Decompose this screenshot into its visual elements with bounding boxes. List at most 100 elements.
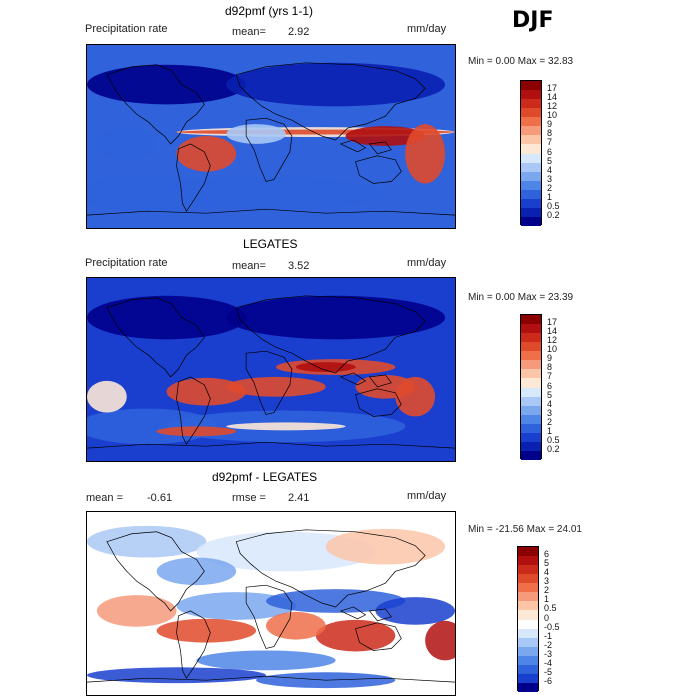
colorbar-tick-label: 6: [544, 549, 550, 560]
colorbar-tick-label: 12: [547, 335, 558, 346]
precip-map: [86, 277, 456, 462]
colorbar-tick-label: 9: [547, 119, 553, 130]
colorbar-swatch: [521, 324, 541, 334]
map-canvas: [87, 45, 455, 228]
colorbar-tick-label: -1: [544, 630, 553, 641]
colorbar-swatch: [521, 135, 541, 145]
panel-title: LEGATES: [243, 237, 298, 251]
colorbar-swatch: [521, 387, 541, 397]
mean-label: mean=: [232, 260, 266, 272]
colorbar-swatch: [521, 450, 541, 460]
variable-label: Precipitation rate: [85, 23, 168, 35]
colorbar-tick-label: 8: [547, 362, 553, 373]
colorbar-swatch: [521, 207, 541, 217]
colorbar-tick-label: 9: [547, 353, 553, 364]
colorbar-swatch: [521, 117, 541, 127]
colorbar-swatch: [518, 592, 538, 602]
colorbar-tick-label: -4: [544, 657, 553, 668]
colorbar-swatch: [521, 108, 541, 118]
minmax-label: Min = 0.00 Max = 23.39: [468, 292, 574, 303]
colorbar-swatch: [521, 99, 541, 109]
colorbar-swatch: [521, 432, 541, 442]
variable-label: Precipitation rate: [85, 257, 168, 269]
colorbar-tick-label: -6: [544, 675, 553, 686]
mean-label: mean =: [86, 492, 123, 504]
map-canvas: [87, 512, 455, 695]
colorbar-swatch: [518, 574, 538, 584]
colorbar-swatch: [521, 198, 541, 208]
colorbar-tick-label: 7: [547, 371, 553, 382]
colorbar-tick-label: 3: [547, 407, 553, 418]
colorbar-swatch: [518, 655, 538, 665]
colorbar-tick-label: 12: [547, 101, 558, 112]
season-label: DJF: [512, 8, 554, 33]
minmax-label: Min = 0.00 Max = 32.83: [468, 56, 574, 67]
colorbar-swatch: [521, 369, 541, 379]
mean-value: 2.92: [288, 26, 310, 38]
rmse-value: 2.41: [288, 492, 310, 504]
colorbar-swatch: [521, 405, 541, 415]
units-label: mm/day: [407, 490, 447, 502]
colorbar-swatch: [518, 646, 538, 656]
colorbar-tick-label: 5: [547, 155, 553, 166]
colorbar: [517, 546, 539, 692]
colorbar-swatch: [518, 628, 538, 638]
colorbar-labels: 17 14 12 10 9 8 7 6 5 4 3 2 1 0.5 0.2: [547, 314, 587, 459]
colorbar-tick-label: 8: [547, 128, 553, 139]
colorbar-tick-label: 14: [547, 92, 558, 103]
colorbar-swatch: [521, 360, 541, 370]
colorbar-tick-label: 0.2: [547, 443, 560, 454]
colorbar-tick-label: 4: [547, 398, 553, 409]
colorbar-swatch: [521, 144, 541, 154]
colorbar-swatch: [521, 396, 541, 406]
colorbar-swatch: [521, 153, 541, 163]
colorbar-swatch: [521, 126, 541, 136]
rmse-label: rmse =: [232, 492, 266, 504]
colorbar-tick-label: 1: [547, 425, 553, 436]
colorbar: [520, 80, 542, 226]
units-label: mm/day: [407, 257, 447, 269]
colorbar-tick-label: 17: [547, 83, 558, 94]
units-label: mm/day: [407, 23, 447, 35]
colorbar-labels: 17 14 12 10 9 8 7 6 5 4 3 2 1 0.5 0.2: [547, 80, 587, 225]
mean-value: 3.52: [288, 260, 310, 272]
colorbar-swatch: [518, 583, 538, 593]
colorbar-tick-label: 0.5: [547, 434, 560, 445]
colorbar-tick-label: 10: [547, 110, 558, 121]
colorbar-tick-label: 2: [547, 182, 553, 193]
colorbar-tick-label: 17: [547, 317, 558, 328]
colorbar-swatch: [521, 90, 541, 100]
map-canvas: [87, 278, 455, 461]
colorbar-swatch: [518, 637, 538, 647]
mean-label: mean=: [232, 26, 266, 38]
colorbar-swatch: [521, 378, 541, 388]
colorbar-tick-label: 4: [547, 164, 553, 175]
colorbar-swatch: [521, 180, 541, 190]
panel-title: d92pmf (yrs 1-1): [225, 4, 314, 18]
colorbar-tick-label: 6: [547, 146, 553, 157]
colorbar-swatch: [521, 333, 541, 343]
colorbar-tick-label: 0.5: [544, 603, 557, 614]
colorbar-swatch: [521, 342, 541, 352]
colorbar-tick-label: 3: [544, 576, 550, 587]
colorbar-swatch: [518, 673, 538, 683]
colorbar-tick-label: 5: [547, 389, 553, 400]
colorbar-swatch: [518, 664, 538, 674]
colorbar-tick-label: -3: [544, 648, 553, 659]
colorbar-swatch: [521, 189, 541, 199]
colorbar-swatch: [521, 216, 541, 226]
colorbar-tick-label: -5: [544, 666, 553, 677]
colorbar: [520, 314, 542, 460]
colorbar-tick-label: 14: [547, 326, 558, 337]
colorbar-tick-label: 7: [547, 137, 553, 148]
colorbar-swatch: [521, 315, 541, 325]
colorbar-swatch: [521, 351, 541, 361]
colorbar-swatch: [518, 610, 538, 620]
colorbar-swatch: [518, 619, 538, 629]
colorbar-tick-label: 3: [547, 173, 553, 184]
colorbar-tick-label: 0.5: [547, 200, 560, 211]
colorbar-tick-label: 2: [544, 585, 550, 596]
colorbar-swatch: [518, 682, 538, 692]
mean-value: -0.61: [147, 492, 173, 504]
colorbar-swatch: [518, 601, 538, 611]
